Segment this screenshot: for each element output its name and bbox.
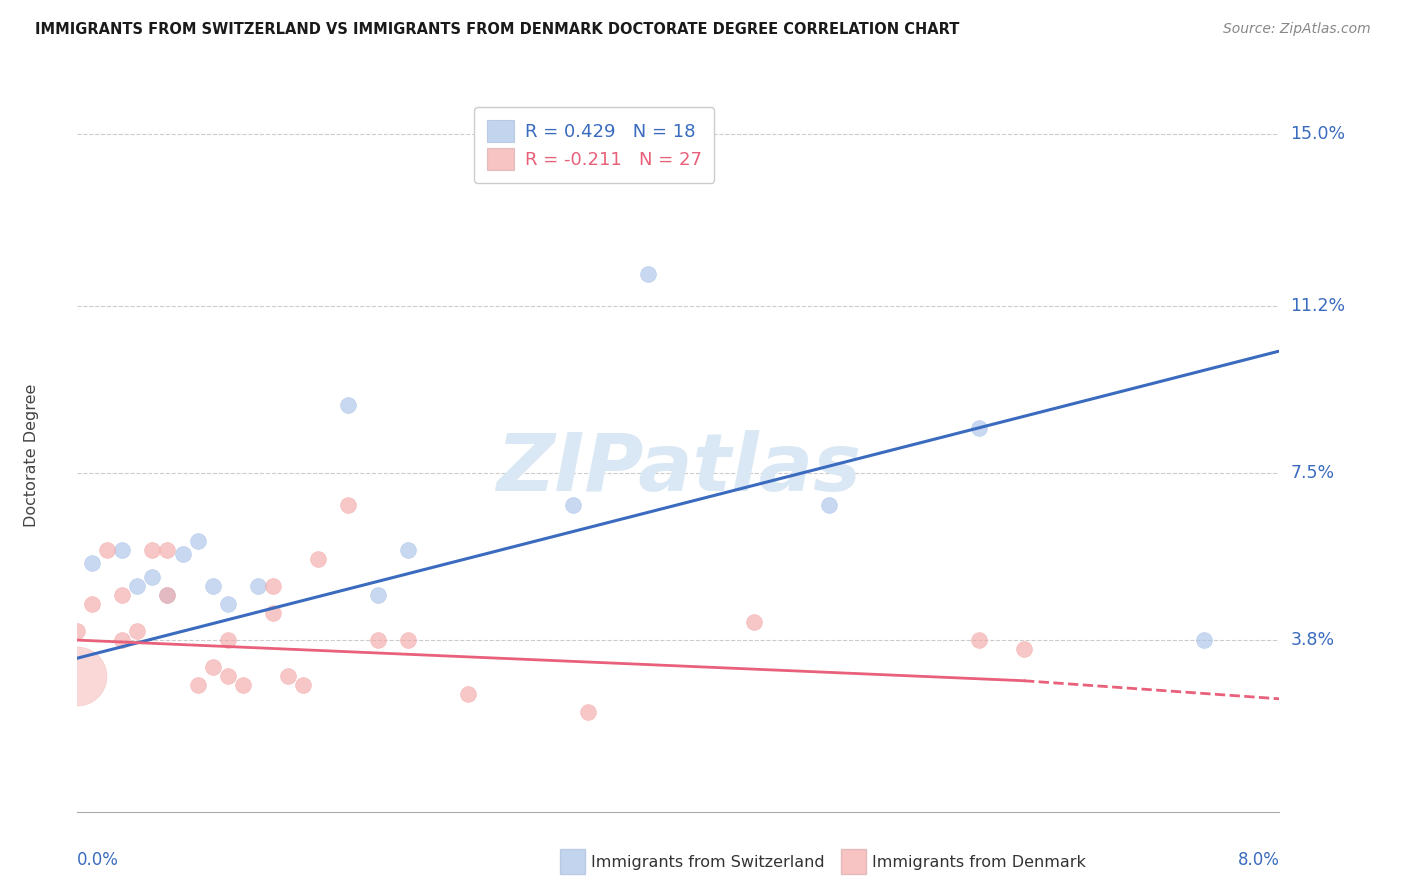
Text: 3.8%: 3.8% [1291, 632, 1334, 649]
Point [232, 678, 254, 692]
Text: 11.2%: 11.2% [1291, 297, 1346, 315]
Text: 0.0%: 0.0% [77, 851, 120, 869]
Text: 15.0%: 15.0% [1291, 125, 1346, 144]
Point [262, 579, 284, 593]
Point [367, 588, 389, 602]
Point [457, 687, 479, 701]
Point [396, 633, 419, 648]
Point [336, 398, 359, 412]
Point [156, 588, 179, 602]
Point [262, 606, 284, 620]
Point [742, 615, 765, 629]
Point [246, 579, 269, 593]
Text: 7.5%: 7.5% [1291, 464, 1334, 482]
Point [172, 547, 194, 561]
Point [66, 669, 89, 683]
Text: Source: ZipAtlas.com: Source: ZipAtlas.com [1223, 22, 1371, 37]
Point [396, 542, 419, 557]
Point [576, 706, 599, 720]
Point [201, 660, 224, 674]
Point [1012, 642, 1035, 657]
Point [1194, 633, 1216, 648]
Point [637, 267, 659, 281]
Text: 8.0%: 8.0% [1237, 851, 1279, 869]
Point [141, 542, 163, 557]
Point [217, 669, 239, 683]
Point [127, 624, 149, 638]
Point [111, 542, 134, 557]
Text: Doctorate Degree: Doctorate Degree [24, 384, 39, 526]
Point [367, 633, 389, 648]
Point [307, 551, 329, 566]
Point [156, 542, 179, 557]
Point [82, 557, 104, 571]
Point [156, 588, 179, 602]
Point [562, 498, 585, 512]
Point [217, 597, 239, 611]
Point [186, 533, 209, 548]
Point [186, 678, 209, 692]
Point [291, 678, 314, 692]
Point [217, 633, 239, 648]
Point [111, 588, 134, 602]
Point [817, 498, 839, 512]
Point [336, 498, 359, 512]
Point [277, 669, 299, 683]
Point [82, 597, 104, 611]
Text: ZIPatlas: ZIPatlas [496, 430, 860, 508]
Legend: R = 0.429   N = 18, R = -0.211   N = 27: R = 0.429 N = 18, R = -0.211 N = 27 [474, 107, 714, 183]
Point [967, 421, 990, 435]
Text: IMMIGRANTS FROM SWITZERLAND VS IMMIGRANTS FROM DENMARK DOCTORATE DEGREE CORRELAT: IMMIGRANTS FROM SWITZERLAND VS IMMIGRANT… [35, 22, 959, 37]
Point [141, 570, 163, 584]
Text: Immigrants from Switzerland: Immigrants from Switzerland [591, 855, 824, 870]
Point [96, 542, 118, 557]
Point [127, 579, 149, 593]
Point [66, 624, 89, 638]
Text: Immigrants from Denmark: Immigrants from Denmark [872, 855, 1085, 870]
Point [111, 633, 134, 648]
Point [967, 633, 990, 648]
Point [201, 579, 224, 593]
